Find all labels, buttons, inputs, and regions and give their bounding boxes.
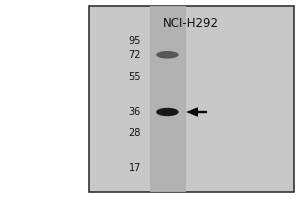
Text: 72: 72 xyxy=(128,50,141,60)
Bar xyxy=(88,6,294,192)
Bar xyxy=(150,6,186,192)
Text: 95: 95 xyxy=(129,36,141,46)
Text: 28: 28 xyxy=(129,128,141,138)
FancyArrow shape xyxy=(186,107,207,117)
Text: NCI-H292: NCI-H292 xyxy=(163,17,218,30)
Ellipse shape xyxy=(156,51,179,59)
Text: 55: 55 xyxy=(128,72,141,82)
Text: 36: 36 xyxy=(129,107,141,117)
Ellipse shape xyxy=(156,108,179,116)
Text: 17: 17 xyxy=(129,163,141,173)
